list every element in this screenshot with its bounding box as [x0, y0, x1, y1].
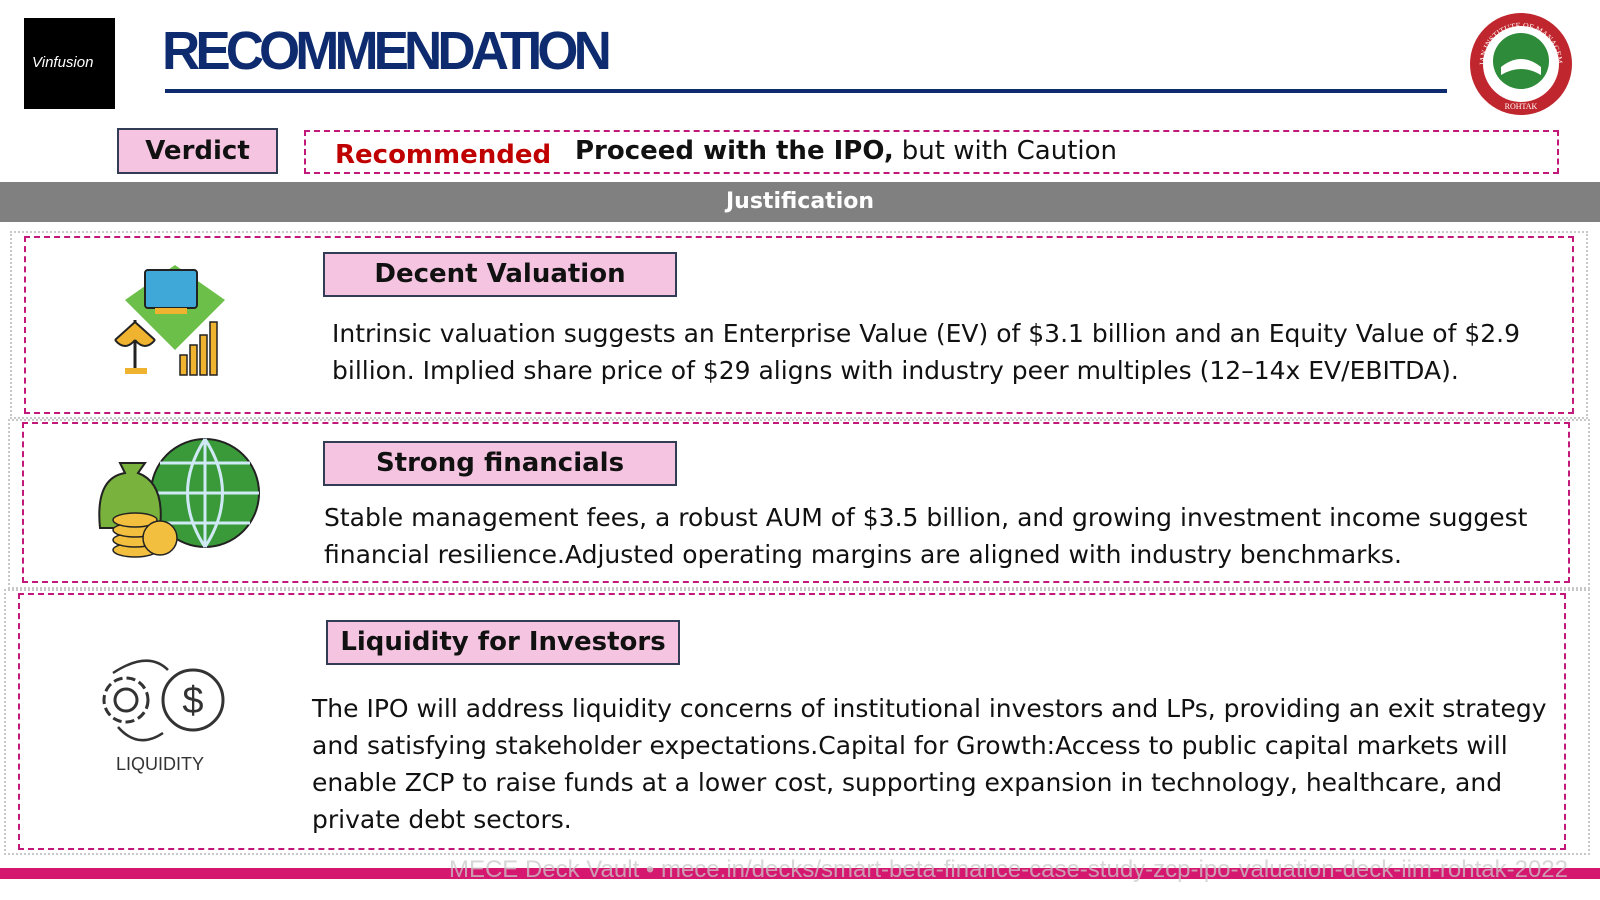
section-frame — [10, 231, 1588, 419]
icon-bag — [98, 462, 162, 529]
icon-gear-hub — [113, 687, 139, 713]
icon-dollar-ring — [161, 668, 225, 732]
icon-scale-pans — [114, 320, 156, 347]
finance-icon — [98, 438, 260, 558]
section-heading: Strong financials — [323, 441, 677, 486]
section-box — [24, 236, 1574, 414]
section-frame — [8, 419, 1590, 589]
icon-coins — [112, 512, 178, 558]
icon-gear — [102, 676, 150, 724]
verdict-status: Recommended — [335, 140, 552, 170]
slide-title: RECOMMENDATION — [162, 21, 612, 81]
section-box — [18, 593, 1566, 850]
logo-text: Vinfusion — [32, 54, 94, 71]
verdict-label: Verdict — [117, 128, 278, 174]
icon-globe-grid — [151, 438, 259, 548]
valuation-icon — [114, 265, 225, 376]
seal: INDIAN INSTITUTE OF MANAGEMENT ROHTAK — [1468, 11, 1572, 115]
icon-base — [155, 308, 187, 314]
icon-label: LIQUIDITY — [116, 754, 204, 774]
icon-arrows — [112, 659, 169, 742]
footer-bar — [0, 868, 1600, 879]
verdict-box — [304, 130, 1559, 174]
section-body: The IPO will address liquidity concerns … — [312, 694, 1547, 834]
icon-bars — [179, 321, 218, 376]
justification-bar: Justification — [0, 182, 1600, 222]
seal-city: ROHTAK — [1505, 102, 1538, 111]
section-body: Stable management fees, a robust AUM of … — [324, 503, 1528, 569]
section-body: Intrinsic valuation suggests an Enterpri… — [332, 319, 1521, 385]
icon-dollar: $ — [182, 680, 203, 722]
icon-scale-base — [125, 368, 147, 374]
logo: Vinfusion — [24, 18, 115, 109]
section-heading: Liquidity for Investors — [326, 620, 680, 665]
seal-book — [1501, 59, 1541, 75]
section-heading: Decent Valuation — [323, 252, 677, 297]
liquidity-icon: $ LIQUIDITY — [102, 659, 225, 774]
section-box — [22, 422, 1570, 583]
title-rule — [165, 89, 1447, 93]
watermark: MECE Deck Vault • mece.in/decks/smart-be… — [448, 856, 1568, 883]
icon-screen — [144, 269, 198, 309]
section-frame — [4, 589, 1590, 855]
verdict-text: Proceed with the IPO, but with Caution — [575, 136, 1117, 166]
verdict-decision: Proceed with the IPO, — [575, 136, 894, 166]
verdict-qualifier: but with Caution — [901, 136, 1118, 166]
